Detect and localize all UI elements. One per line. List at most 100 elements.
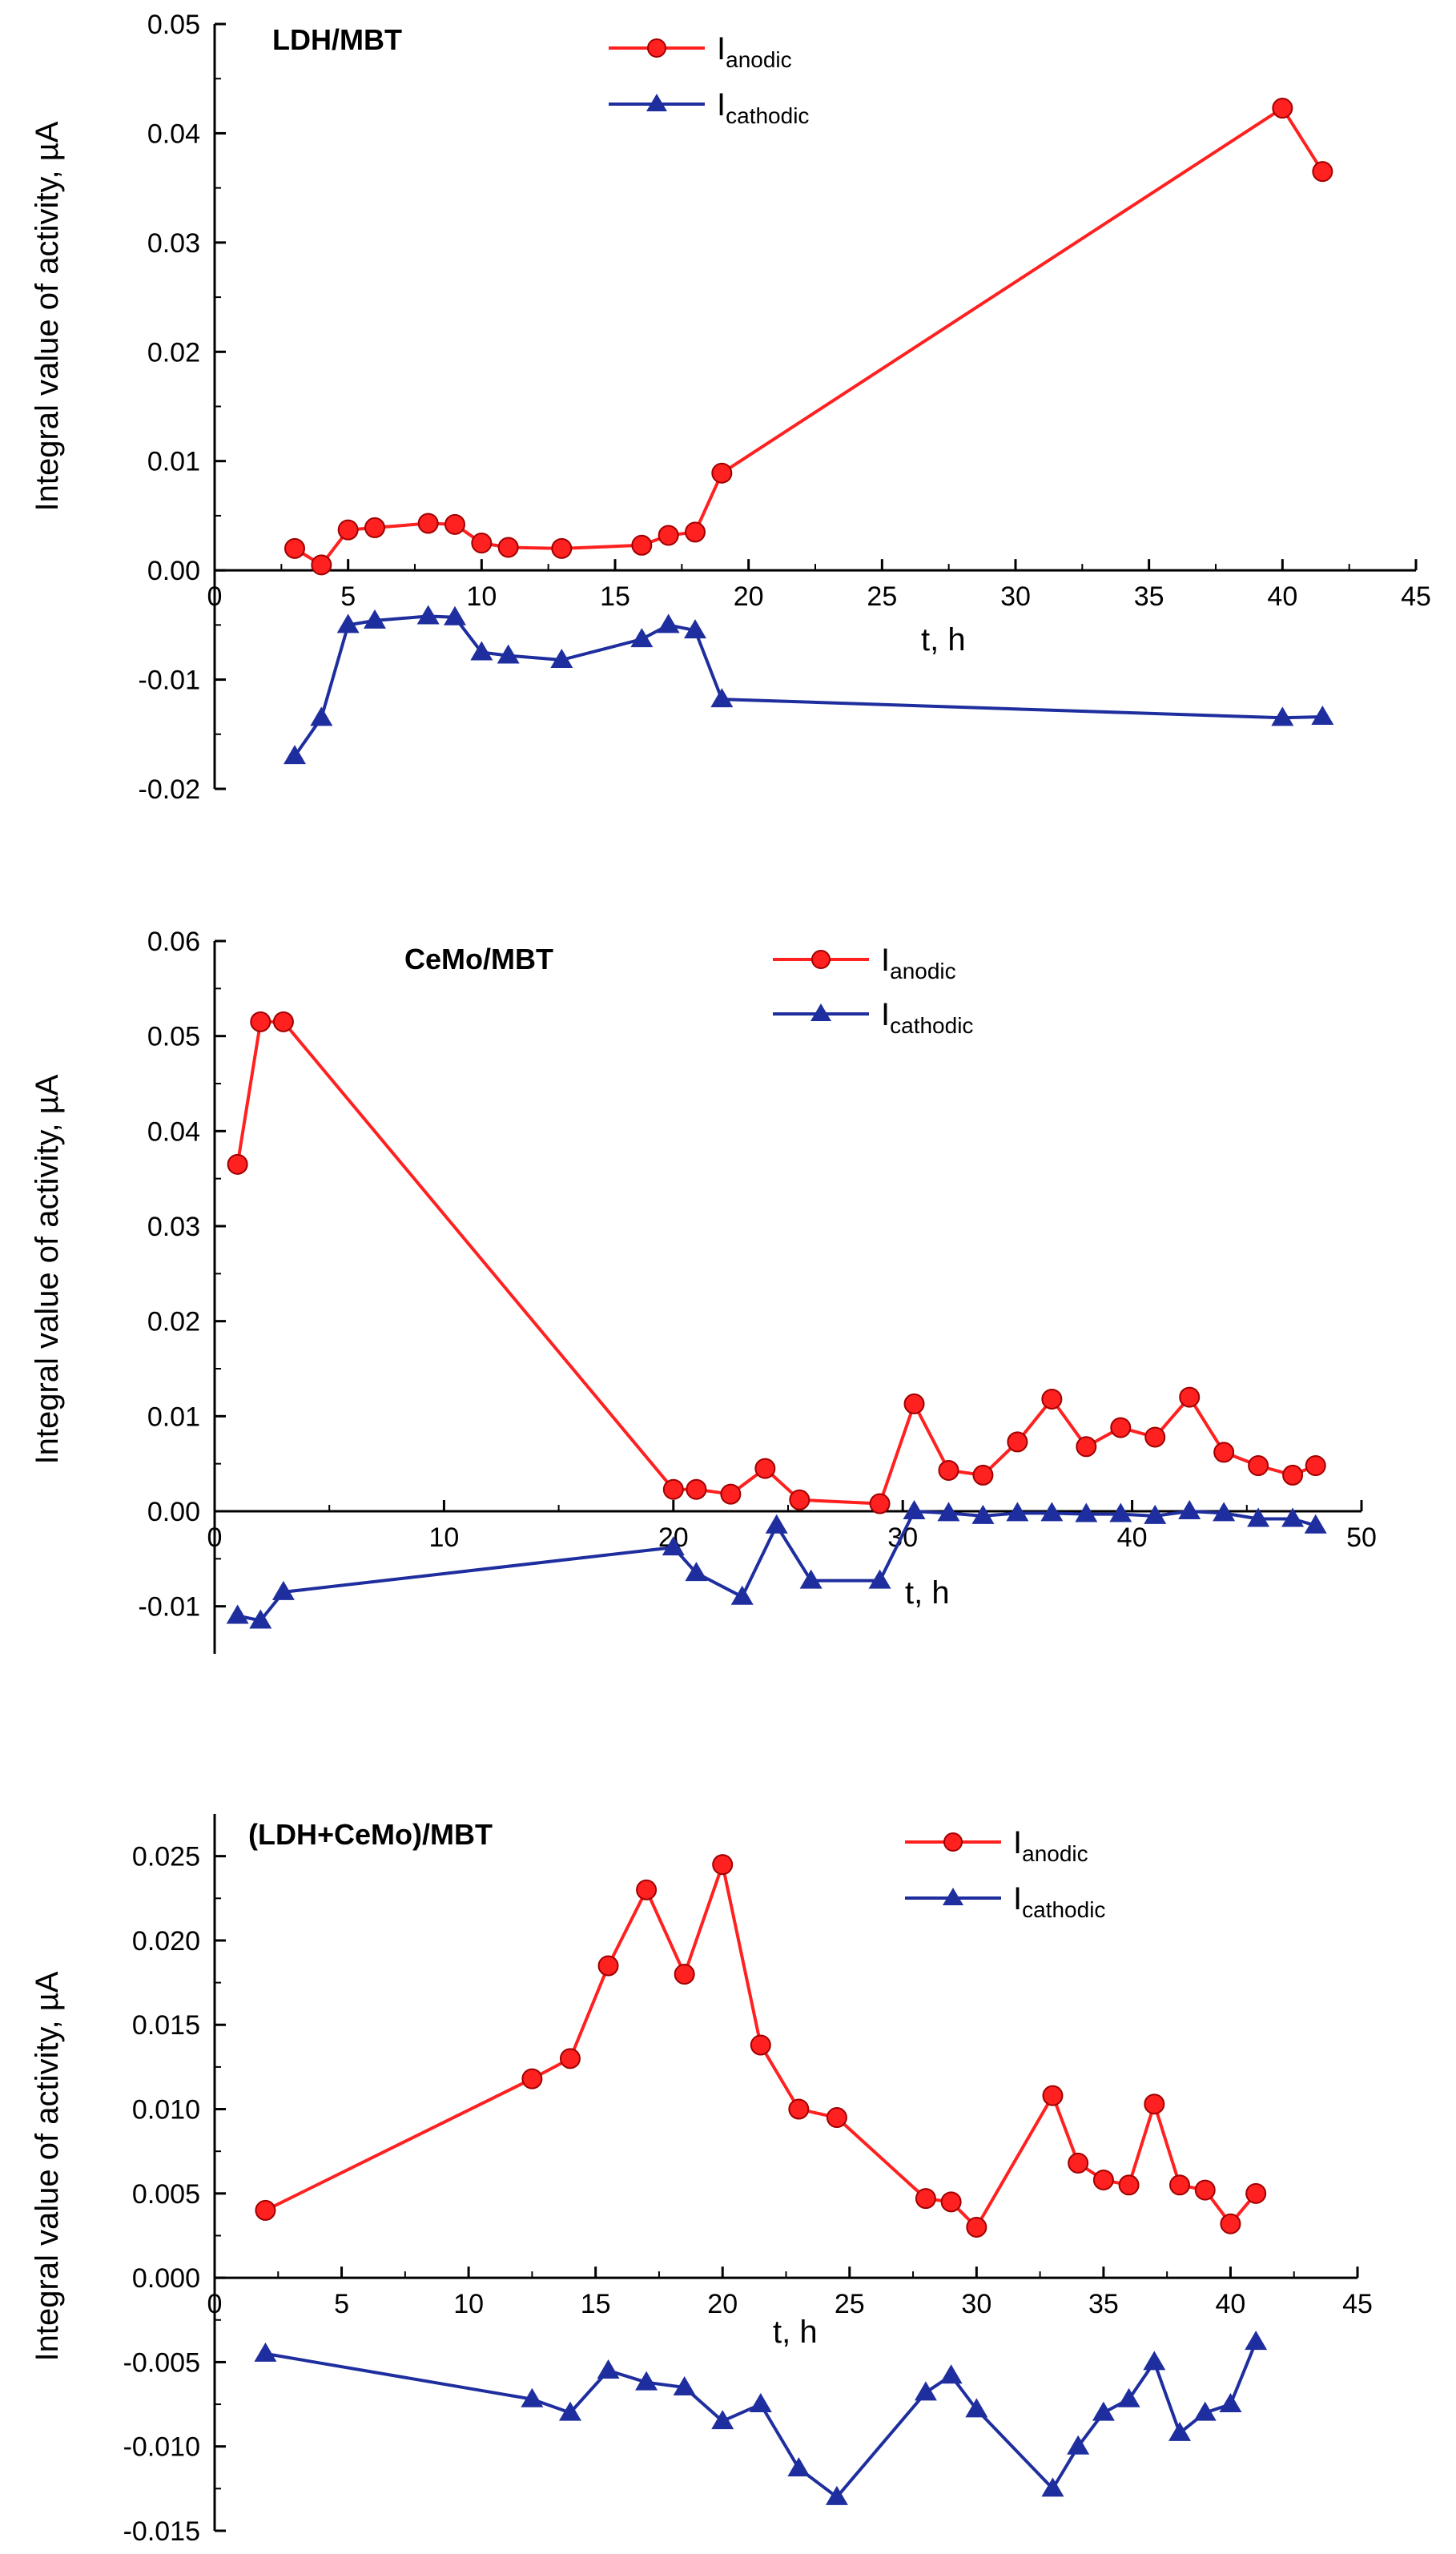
x-tick-label: 45 (1401, 581, 1431, 612)
data-point-anodic (1272, 98, 1293, 119)
data-point-cathodic (470, 641, 493, 661)
x-tick-label: 45 (1342, 2289, 1373, 2319)
data-point-cathodic (597, 2359, 620, 2379)
y-tick-label: 0.06 (147, 927, 200, 957)
x-ticks: 0 5 10 15 20 25 30 35 40 45 (207, 559, 1431, 612)
series-line-cathodic (265, 2341, 1258, 2499)
data-point-cathodic (497, 644, 520, 664)
data-point-cathodic (1041, 2477, 1064, 2497)
data-point-anodic (636, 1879, 658, 1900)
data-point-anodic (497, 537, 519, 558)
y-tick-label: -0.015 (123, 2516, 200, 2547)
data-point-cathodic (1304, 1514, 1327, 1534)
data-point-cathodic (710, 688, 734, 708)
y-tick-label: -0.005 (123, 2347, 200, 2378)
data-point-cathodic (1143, 2351, 1166, 2371)
y-ticks: -0.015 -0.010 -0.005 0.000 0.005 0.010 0.015 0.… (123, 1842, 226, 2547)
data-point-cathodic (1117, 2387, 1140, 2407)
data-point-anodic (750, 2034, 771, 2056)
series-line-anodic (264, 1863, 1257, 2229)
x-tick-label: 0 (207, 2289, 223, 2319)
data-point-cathodic (799, 1569, 823, 1589)
data-point-cathodic (685, 1562, 708, 1582)
x-tick-label: 0 (207, 1522, 223, 1553)
y-tick-label: 0.010 (132, 2095, 200, 2126)
data-point-anodic (788, 2098, 810, 2120)
data-point-anodic (1076, 1436, 1097, 1458)
data-point-anodic (712, 1854, 734, 1876)
x-tick-label: 10 (428, 1522, 459, 1553)
data-point-cathodic (310, 706, 333, 726)
y-tick-label: 0.01 (147, 447, 200, 477)
y-tick-label: 0.00 (147, 556, 200, 586)
data-point-anodic (1248, 1455, 1269, 1477)
data-point-anodic (255, 2199, 276, 2221)
data-point-cathodic (825, 2485, 848, 2505)
data-point-anodic (903, 1393, 925, 1414)
y-tick-label: 0.000 (132, 2263, 200, 2294)
data-point-cathodic (444, 605, 466, 625)
series-layer (226, 1011, 1327, 1629)
data-point-cathodic (971, 1504, 995, 1524)
x-tick-label: 30 (1000, 581, 1031, 612)
data-point-cathodic (711, 2410, 734, 2430)
y-axis-label: Integral value of activity, µA (30, 1074, 65, 1464)
x-tick-label: 40 (1267, 581, 1297, 612)
data-point-anodic (1194, 2179, 1216, 2201)
legend-cathodic-marker (646, 94, 667, 111)
legend-anodic-label: Ianodic (881, 943, 956, 983)
data-point-cathodic (1067, 2435, 1090, 2455)
x-tick-label: 30 (961, 2289, 991, 2319)
data-point-anodic (1144, 1426, 1166, 1448)
data-point-cathodic (765, 1514, 788, 1534)
data-point-anodic (1213, 1442, 1235, 1463)
data-point-anodic (551, 537, 573, 559)
data-point-cathodic (1144, 1504, 1167, 1524)
data-point-anodic (250, 1011, 271, 1032)
data-point-cathodic (1213, 1502, 1236, 1522)
data-point-cathodic (226, 1604, 249, 1624)
y-axis-label: Integral value of activity, µA (30, 1971, 65, 2361)
data-point-anodic (559, 2048, 581, 2069)
data-point-anodic (1312, 161, 1333, 183)
y-tick-label: -0.010 (123, 2432, 200, 2463)
legend-anodic-marker (647, 38, 666, 58)
y-tick-label: 0.04 (147, 1116, 200, 1147)
data-point-cathodic (730, 1585, 754, 1605)
legend-anodic-label: Ianodic (717, 31, 792, 72)
data-point-cathodic (1040, 1502, 1064, 1522)
y-tick-label: -0.02 (139, 774, 201, 805)
data-point-anodic (444, 513, 465, 535)
data-point-anodic (966, 2216, 987, 2238)
data-point-anodic (597, 1955, 619, 1977)
data-point-cathodic (550, 649, 573, 669)
data-point-cathodic (1006, 1502, 1029, 1522)
series-layer (254, 1854, 1268, 2505)
data-point-anodic (754, 1458, 776, 1479)
data-point-anodic (1144, 2093, 1165, 2115)
data-point-anodic (685, 521, 706, 543)
x-tick-label: 5 (340, 581, 356, 612)
y-tick-label: 0.04 (147, 119, 200, 149)
x-axis-label: t, h (921, 622, 966, 658)
data-point-anodic (826, 2107, 847, 2129)
x-tick-label: 25 (867, 581, 897, 612)
y-tick-label: 0.02 (147, 337, 200, 368)
data-point-anodic (417, 513, 439, 534)
x-ticks: 0 5 10 15 20 25 30 35 40 45 (207, 2266, 1373, 2319)
data-point-anodic (521, 2068, 543, 2089)
x-tick-label: 40 (1117, 1522, 1148, 1553)
y-tick-label: 0.005 (132, 2179, 200, 2210)
y-tick-label: 0.03 (147, 1212, 200, 1242)
x-tick-label: 35 (1134, 581, 1164, 612)
data-point-cathodic (673, 2376, 696, 2395)
data-point-anodic (364, 517, 385, 538)
series-layer (284, 98, 1334, 765)
panel-ldh-mbt: 0 5 10 15 20 25 30 35 40 45 -0.02 -0.01 0.00 0.01 0.0… (30, 10, 1431, 805)
data-point-cathodic (558, 2401, 581, 2421)
panel-cemo-mbt: 01020304050 -0.010.000.010.020.030.040.0… (30, 927, 1377, 1654)
legend-cathodic-label: Icathodic (1013, 1881, 1105, 1922)
y-tick-label: 0.025 (132, 1842, 200, 1872)
data-point-anodic (674, 1964, 695, 1985)
data-point-anodic (1169, 2174, 1191, 2196)
